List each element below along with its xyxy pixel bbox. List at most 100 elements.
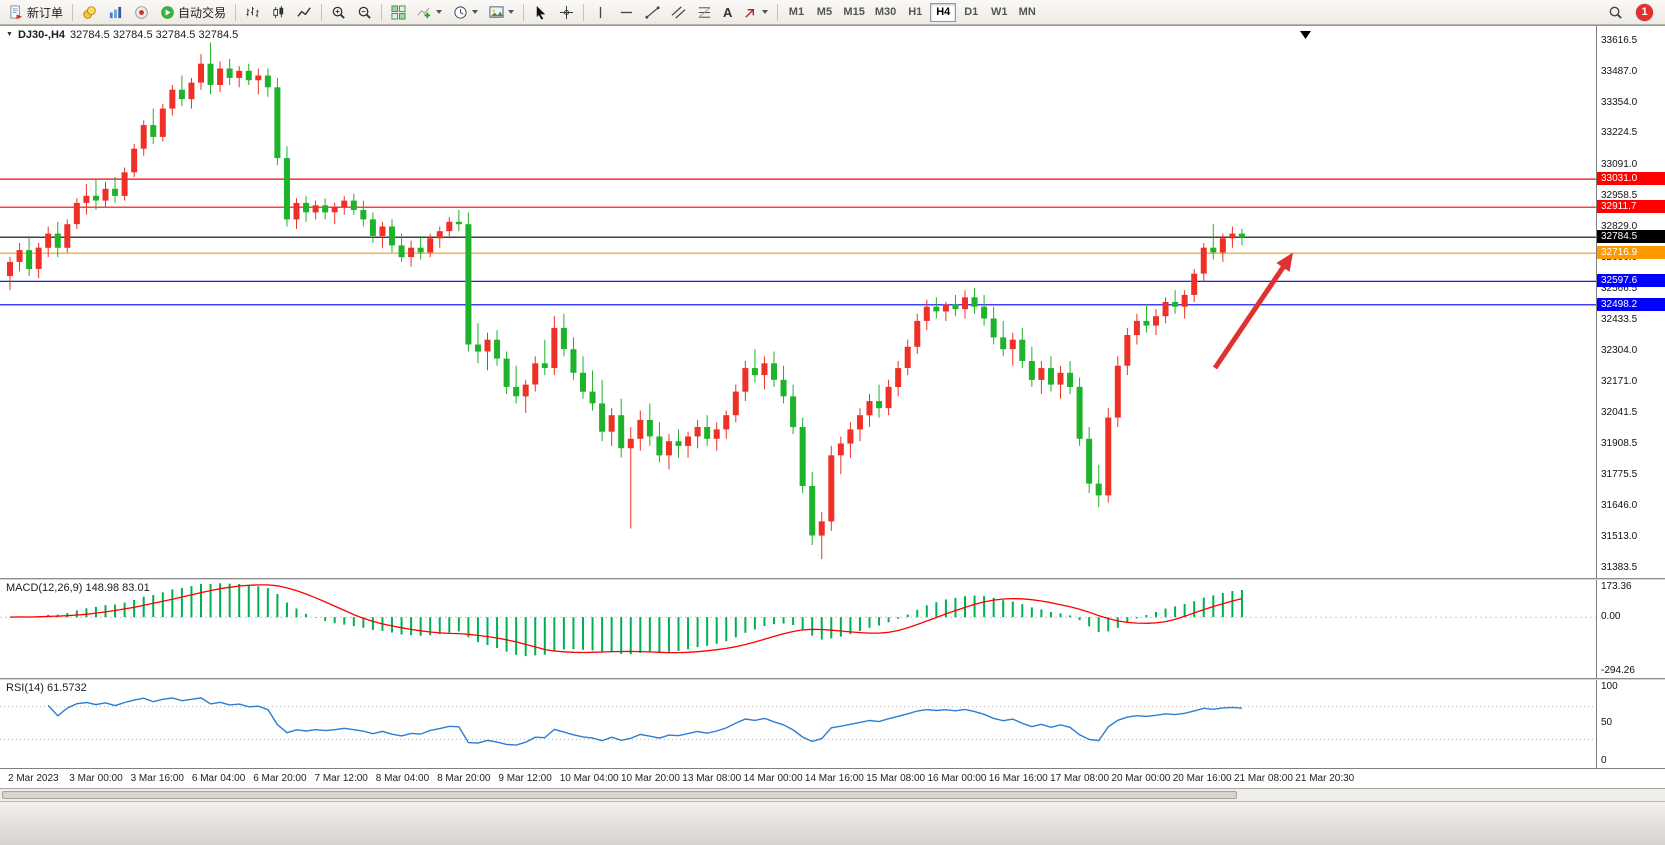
timeframe-m1-button[interactable]: M1 bbox=[783, 3, 809, 22]
rsi-panel[interactable]: RSI(14) 61.5732 bbox=[0, 680, 1596, 768]
autotrading-play-icon bbox=[161, 5, 174, 19]
macd-axis-label: 173.36 bbox=[1601, 581, 1632, 592]
price-tick-label: 31908.5 bbox=[1601, 437, 1638, 449]
candle-body bbox=[570, 349, 577, 373]
trend-arrow-annotation[interactable] bbox=[1212, 252, 1294, 370]
timeframe-m15-button[interactable]: M15 bbox=[839, 3, 868, 22]
channel-button[interactable] bbox=[666, 2, 691, 23]
candle-body bbox=[1133, 320, 1140, 336]
crosshair-button[interactable] bbox=[554, 2, 579, 23]
candle-body bbox=[198, 63, 204, 83]
bar-chart-button[interactable] bbox=[240, 2, 265, 23]
trendline-button[interactable] bbox=[640, 2, 665, 23]
time-axis-label: 9 Mar 12:00 bbox=[498, 773, 552, 784]
indicators-button[interactable] bbox=[412, 2, 447, 23]
candle-body bbox=[178, 89, 185, 100]
search-button[interactable] bbox=[1603, 2, 1628, 23]
candlestick-icon bbox=[273, 5, 284, 18]
rsi-axis[interactable]: 100 50 0 bbox=[1596, 680, 1665, 768]
candle-body bbox=[1229, 233, 1236, 239]
arrows-button[interactable] bbox=[738, 2, 773, 23]
candle-body bbox=[245, 70, 252, 81]
price-tick-label: 33091.0 bbox=[1601, 158, 1638, 170]
candle-body bbox=[962, 297, 968, 310]
tile-windows-button[interactable] bbox=[386, 2, 411, 23]
candle-body bbox=[159, 108, 166, 137]
candle-body bbox=[971, 297, 978, 307]
community-icon bbox=[135, 5, 148, 19]
new-order-icon bbox=[10, 4, 23, 19]
autotrading-button[interactable]: 自动交易 bbox=[155, 2, 231, 23]
price-tick-label: 31775.5 bbox=[1601, 469, 1638, 481]
charts-button[interactable] bbox=[103, 2, 128, 23]
candle-body bbox=[92, 195, 99, 201]
timeframe-mn-button[interactable]: MN bbox=[1014, 3, 1040, 22]
candle-body bbox=[1038, 368, 1045, 380]
zoom-in-button[interactable] bbox=[326, 2, 351, 23]
candle-body bbox=[207, 63, 214, 85]
time-axis-label: 16 Mar 00:00 bbox=[927, 773, 987, 784]
toolbar-separator bbox=[523, 3, 525, 21]
cursor-button[interactable] bbox=[528, 2, 553, 23]
timeframe-m30-button[interactable]: M30 bbox=[871, 3, 900, 22]
chart-plot[interactable]: ▼ DJ30-,H4 32784.5 32784.5 32784.5 32784… bbox=[0, 26, 1596, 578]
timeframe-h1-button[interactable]: H1 bbox=[902, 3, 928, 22]
templates-button[interactable] bbox=[484, 2, 519, 23]
price-line-badge: 32911.7 bbox=[1597, 200, 1665, 214]
horizontal-line-button[interactable] bbox=[614, 2, 639, 23]
timeframe-h4-button[interactable]: H4 bbox=[930, 2, 957, 22]
panel-divider[interactable] bbox=[0, 578, 1665, 580]
price-line-badge: 33031.0 bbox=[1597, 172, 1665, 186]
fibonacci-button[interactable] bbox=[692, 2, 717, 23]
panel-divider[interactable] bbox=[0, 678, 1665, 680]
macd-label: MACD(12,26,9) 148.98 83.01 bbox=[6, 582, 150, 594]
candle-body bbox=[618, 415, 625, 449]
axis-corner bbox=[1596, 769, 1665, 788]
vertical-line-button[interactable] bbox=[588, 2, 613, 23]
zoom-out-button[interactable] bbox=[352, 2, 377, 23]
price-tick-label: 33616.5 bbox=[1601, 34, 1638, 46]
candlestick-chart-button[interactable] bbox=[266, 2, 291, 23]
timeframe-w1-button[interactable]: W1 bbox=[986, 3, 1012, 22]
candle-body bbox=[102, 188, 109, 201]
candle-body bbox=[665, 441, 672, 456]
text-button[interactable]: A bbox=[718, 2, 737, 23]
candle-body bbox=[551, 327, 558, 368]
notification-badge[interactable]: 1 bbox=[1636, 3, 1653, 21]
candle-body bbox=[818, 521, 825, 536]
candle-body bbox=[580, 372, 586, 392]
window-footer bbox=[0, 801, 1665, 845]
candle-body bbox=[704, 427, 711, 439]
one-click-trading-toggle[interactable]: ▼ bbox=[6, 31, 13, 38]
price-axis[interactable]: 33616.5 33487.0 33354.0 33224.5 33091.0 32958… bbox=[1596, 26, 1665, 578]
candle-body bbox=[303, 202, 310, 213]
chevron-down-icon bbox=[762, 10, 769, 14]
community-button[interactable] bbox=[129, 2, 154, 23]
macd-axis[interactable]: 173.36 0.00 -294.26 bbox=[1596, 580, 1665, 678]
scrollbar-thumb[interactable] bbox=[2, 791, 1237, 799]
candle-body bbox=[45, 233, 52, 248]
chart-shift-marker[interactable] bbox=[1300, 31, 1311, 39]
time-axis[interactable]: 2 Mar 2023 3 Mar 00:00 3 Mar 16:00 6 Mar 04… bbox=[0, 769, 1596, 788]
rsi-label: RSI(14) 61.5732 bbox=[6, 682, 87, 694]
new-order-button[interactable]: 新订单 bbox=[4, 2, 68, 23]
candle-body bbox=[1153, 316, 1159, 326]
macd-panel[interactable]: MACD(12,26,9) 148.98 83.01 bbox=[0, 580, 1596, 678]
market-watch-button[interactable] bbox=[77, 2, 102, 23]
price-tick-label: 32958.5 bbox=[1601, 190, 1638, 202]
candle-body bbox=[1219, 238, 1226, 253]
timeframe-d1-button[interactable]: D1 bbox=[958, 3, 984, 22]
price-tick-label: 32433.5 bbox=[1601, 314, 1638, 326]
periods-button[interactable] bbox=[448, 2, 483, 23]
candle-body bbox=[560, 327, 567, 350]
candle-body bbox=[675, 441, 682, 446]
horizontal-scrollbar[interactable] bbox=[0, 788, 1665, 801]
timeframe-group: M1 M5 M15 M30 H1 H4 D1 W1 MN bbox=[782, 2, 1041, 22]
candle-body bbox=[331, 207, 338, 213]
line-chart-button[interactable] bbox=[292, 2, 317, 23]
macd-axis-label: 0.00 bbox=[1601, 611, 1621, 623]
new-order-label: 新订单 bbox=[27, 5, 64, 20]
candle-body bbox=[503, 358, 510, 387]
candle-body bbox=[589, 391, 596, 404]
timeframe-m5-button[interactable]: M5 bbox=[811, 3, 837, 22]
